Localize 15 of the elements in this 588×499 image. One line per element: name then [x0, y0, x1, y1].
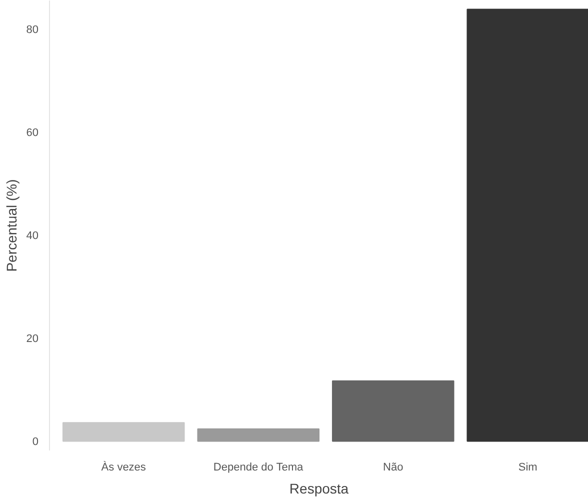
- bar: [466, 8, 588, 442]
- y-tick-label: 80: [26, 24, 39, 36]
- y-tick-label: 0: [32, 436, 39, 448]
- y-tick-label: 40: [26, 230, 39, 242]
- x-tick-label: Depende do Tema: [213, 462, 304, 474]
- y-tick-label: 60: [26, 126, 39, 139]
- y-axis-title: Percentual (%): [3, 179, 20, 272]
- x-tick-label: Às vezes: [101, 460, 146, 474]
- x-axis-title: Resposta: [289, 480, 349, 496]
- bar: [332, 380, 454, 442]
- bar: [197, 428, 320, 442]
- bar: [62, 422, 185, 442]
- x-tick-label: Não: [383, 462, 404, 474]
- y-tick-label: 20: [26, 333, 39, 346]
- x-tick-label: Sim: [518, 462, 538, 474]
